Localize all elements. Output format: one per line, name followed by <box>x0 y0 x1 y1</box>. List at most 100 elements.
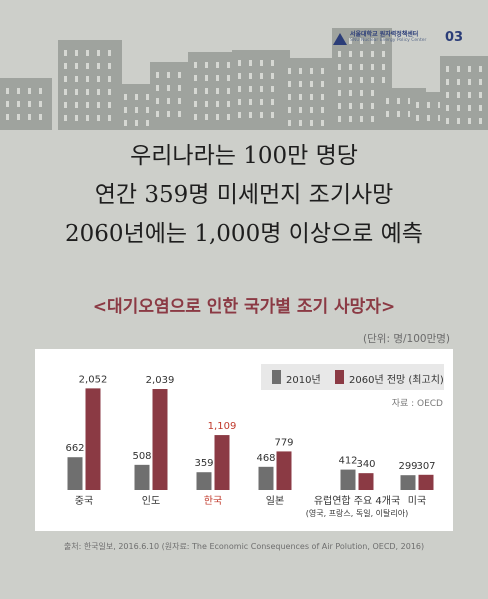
building-window <box>238 86 241 92</box>
data-label-2010: 508 <box>132 451 151 462</box>
building-window <box>288 107 291 113</box>
building-window <box>156 72 159 78</box>
logo-english-text: SNU Nuclear Energy Policy Center <box>350 38 427 43</box>
building-window <box>382 64 385 70</box>
building-window <box>457 118 460 124</box>
building-window <box>271 73 274 79</box>
building-window <box>288 94 291 100</box>
building-window <box>39 88 42 94</box>
building-window <box>321 94 324 100</box>
building-window <box>97 63 100 69</box>
building-window <box>360 51 363 57</box>
bar-2010 <box>196 472 212 490</box>
building-window <box>17 88 20 94</box>
legend-swatch-2010 <box>272 370 281 384</box>
headline-line-3: 2060년에는 1,000명 이상으로 예측 <box>65 221 423 247</box>
building-window <box>371 38 374 44</box>
building-window <box>146 107 149 113</box>
building-window <box>321 120 324 126</box>
building-window <box>75 76 78 82</box>
building-window <box>249 60 252 66</box>
building-window <box>371 64 374 70</box>
building-window <box>97 50 100 56</box>
building-window <box>39 101 42 107</box>
building-window <box>349 51 352 57</box>
building-window <box>271 60 274 66</box>
data-label-2010: 299 <box>398 461 417 472</box>
building-window <box>371 51 374 57</box>
building-window <box>178 85 181 91</box>
building-window <box>371 90 374 96</box>
building-window <box>167 98 170 104</box>
building-window <box>227 88 230 94</box>
building-window <box>479 105 482 111</box>
building-window <box>108 50 111 56</box>
building-window <box>427 102 430 108</box>
building-window <box>108 115 111 121</box>
data-label-2060: 340 <box>356 459 375 470</box>
building-window <box>75 63 78 69</box>
building-window <box>108 76 111 82</box>
building-window <box>86 115 89 121</box>
building-window <box>457 105 460 111</box>
building-window <box>310 81 313 87</box>
center-logo: 서울대학교 원자력정책센터 SNU Nuclear Energy Policy … <box>333 32 426 45</box>
building-window <box>288 68 291 74</box>
building-window <box>216 75 219 81</box>
building-window <box>227 75 230 81</box>
building-window <box>446 105 449 111</box>
building-window <box>28 101 31 107</box>
building-window <box>446 79 449 85</box>
building-window <box>135 94 138 100</box>
bar-chart: 662 2,052 중국 508 2,039 인도 359 1,109 한국 468 779 일본 41… <box>65 374 435 518</box>
headline-line-1: 우리나라는 100만 명당 <box>130 143 358 169</box>
building-window <box>360 64 363 70</box>
building-window <box>479 66 482 72</box>
building-window <box>216 88 219 94</box>
building-window <box>194 88 197 94</box>
building-window <box>271 86 274 92</box>
building-window <box>86 63 89 69</box>
building-window <box>271 99 274 105</box>
building-window <box>39 114 42 120</box>
bar-2010 <box>340 469 356 490</box>
building-window <box>397 98 400 104</box>
data-label-2010: 359 <box>194 458 213 469</box>
building-window <box>238 99 241 105</box>
building-window <box>108 63 111 69</box>
building-window <box>438 102 441 108</box>
building-window <box>371 116 374 122</box>
data-label-2010: 468 <box>256 453 275 464</box>
building-window <box>146 120 149 126</box>
building-window <box>75 102 78 108</box>
building-window <box>124 94 127 100</box>
building-window <box>97 76 100 82</box>
building-window <box>194 75 197 81</box>
data-label-2010: 412 <box>338 456 357 467</box>
building-window <box>349 116 352 122</box>
bar-2010 <box>400 475 416 490</box>
building-window <box>178 98 181 104</box>
building-window <box>156 85 159 91</box>
building-window <box>349 103 352 109</box>
building-window <box>260 60 263 66</box>
building-window <box>260 73 263 79</box>
building-window <box>310 94 313 100</box>
category-label: 미국 <box>408 495 426 507</box>
headline: 우리나라는 100만 명당 연간 359명 미세먼지 조기사망 2060년에는 … <box>0 137 488 254</box>
building-window <box>321 107 324 113</box>
building-window <box>416 115 419 121</box>
building-window <box>194 62 197 68</box>
footer-source: 출처: 한국일보, 2016.6.10 (원자료: The Economic C… <box>63 542 425 551</box>
logo-icon <box>333 33 347 45</box>
category-label: 중국 <box>75 495 93 507</box>
building-window <box>360 38 363 44</box>
building-window <box>6 101 9 107</box>
building-window <box>124 120 127 126</box>
bar-2010 <box>134 464 150 490</box>
building-window <box>205 88 208 94</box>
building-window <box>310 107 313 113</box>
building-window <box>108 102 111 108</box>
category-label: 한국 <box>204 495 222 507</box>
